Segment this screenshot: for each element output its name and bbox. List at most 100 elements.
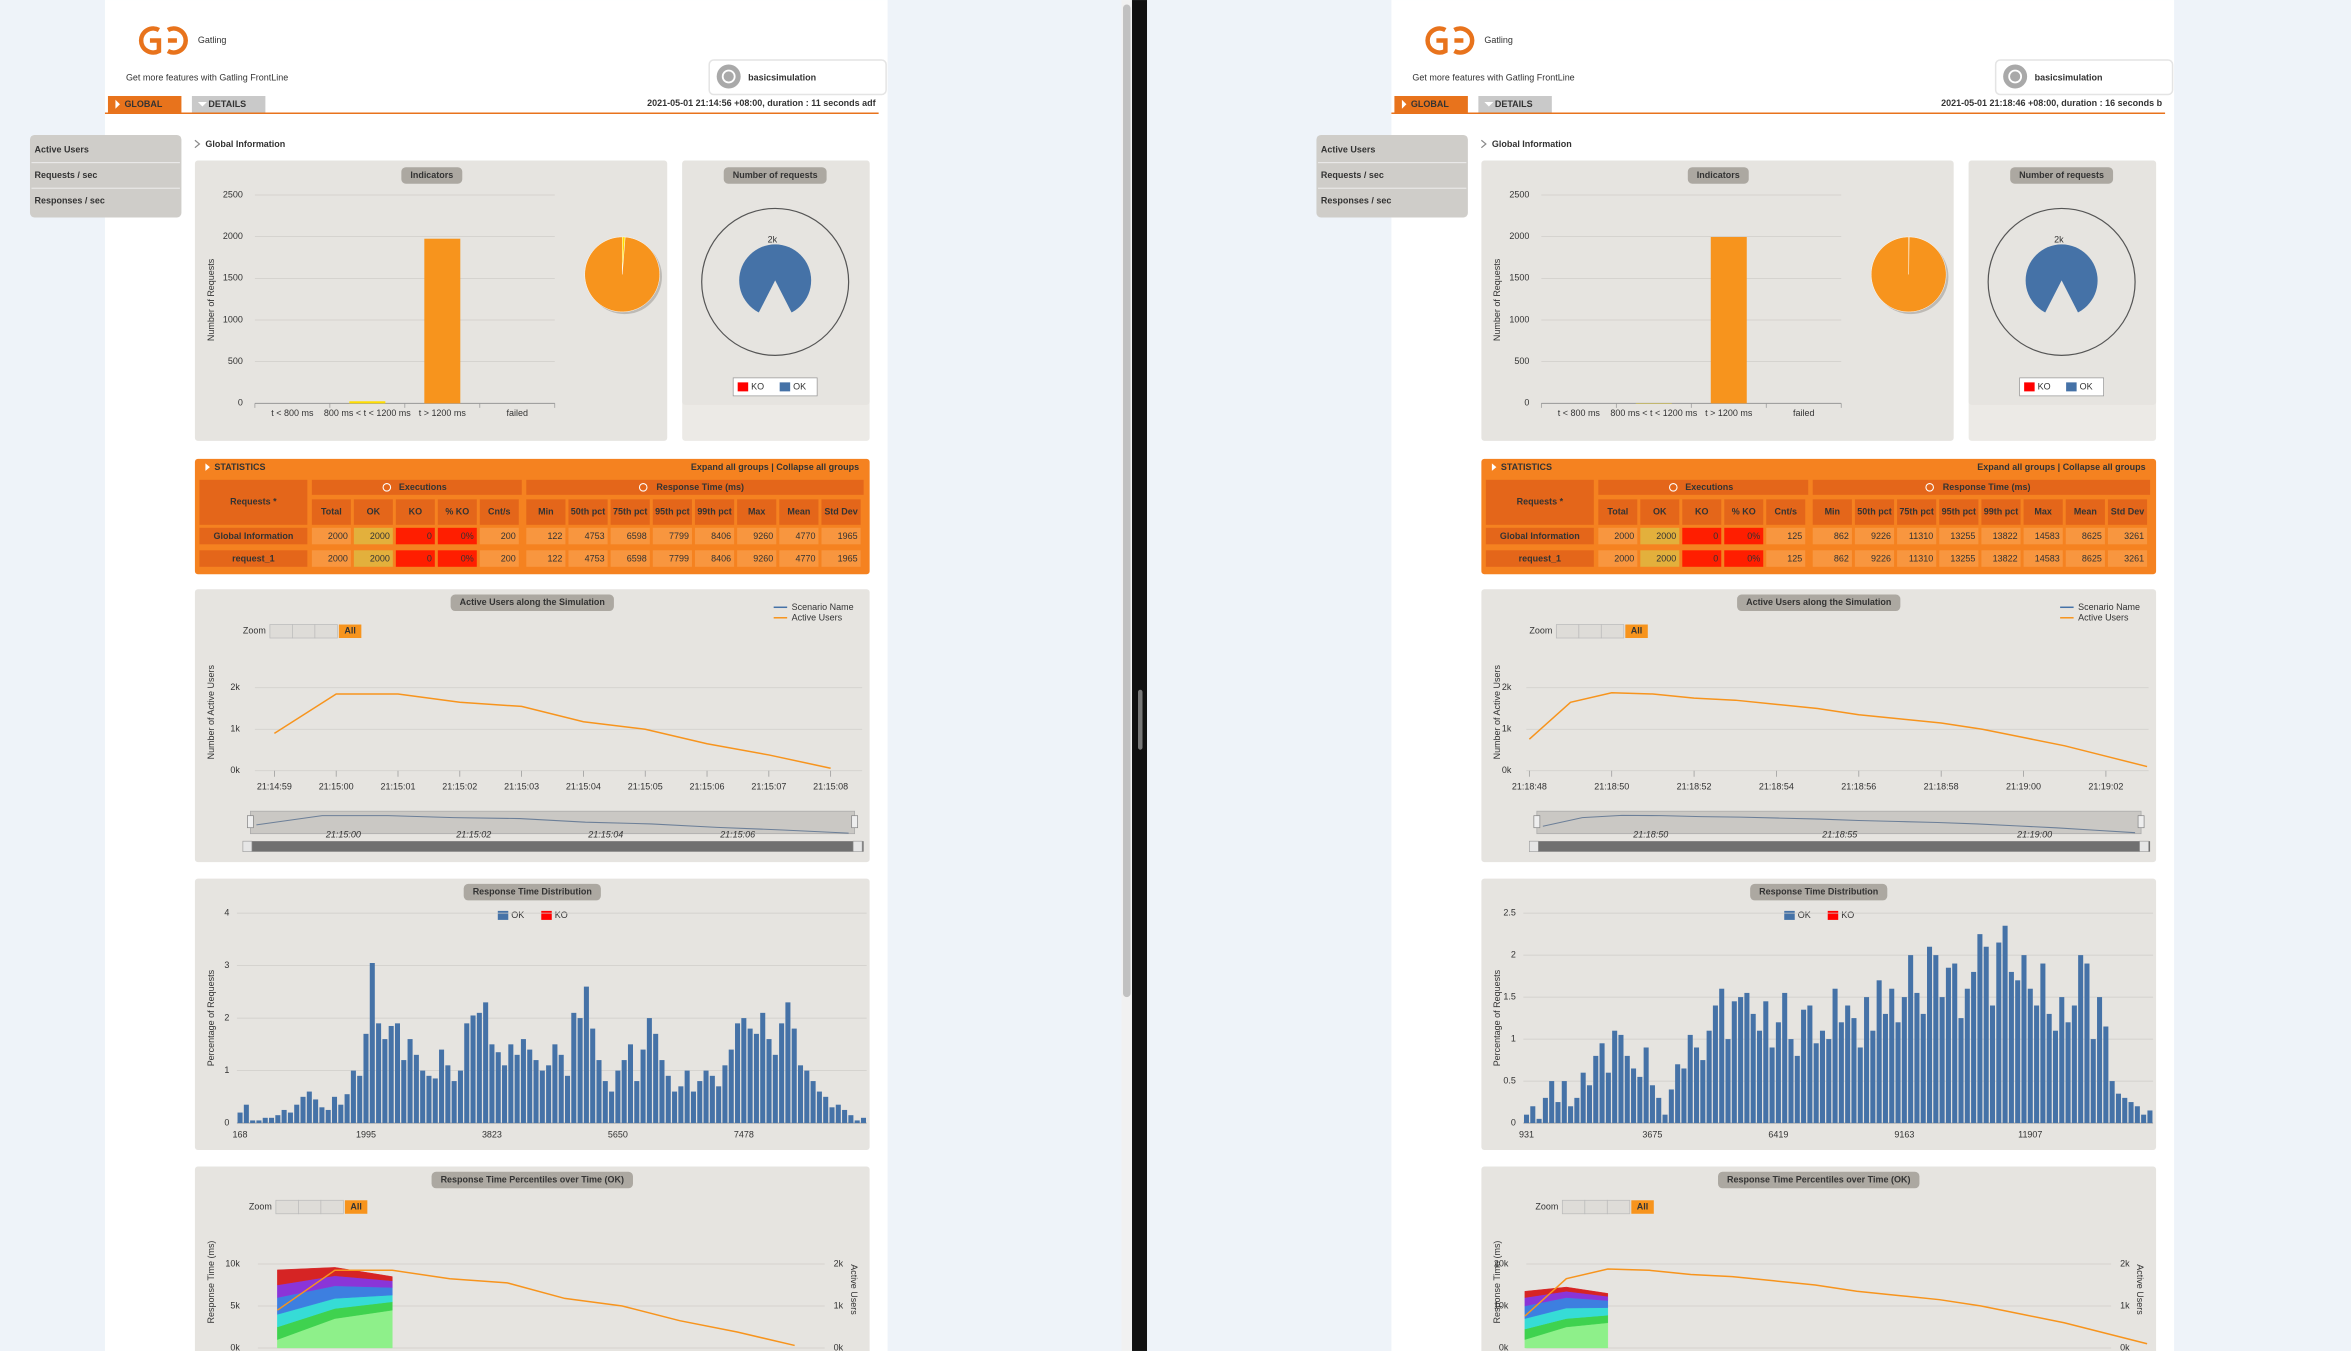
group-links[interactable]: Expand all groups | Collapse all groups	[691, 462, 859, 472]
column-header[interactable]: Max	[748, 506, 765, 516]
navigator-handle[interactable]	[1533, 815, 1541, 829]
zoom-button[interactable]	[1606, 1199, 1631, 1215]
tab-details[interactable]	[1478, 95, 1552, 113]
legend-label[interactable]: Scenario Name	[2078, 602, 2140, 612]
column-header-cell[interactable]	[694, 499, 735, 525]
column-header[interactable]: 75th pct	[1899, 506, 1933, 516]
tab-global[interactable]	[107, 95, 182, 113]
column-header-cell[interactable]	[610, 499, 650, 525]
zoom-button[interactable]	[1584, 1199, 1608, 1215]
tab-label[interactable]: DETAILS	[208, 99, 246, 109]
column-header-cell[interactable]	[395, 499, 435, 525]
column-header-cell[interactable]	[437, 499, 477, 525]
legend-label[interactable]: OK	[2080, 382, 2093, 392]
column-header-cell[interactable]	[353, 499, 393, 525]
scrollbar-arrow[interactable]	[1529, 840, 1539, 852]
zoom-button[interactable]	[269, 624, 293, 639]
divider-grip[interactable]	[1138, 689, 1143, 750]
legend-label[interactable]: KO	[751, 382, 764, 392]
column-header[interactable]: Max	[2034, 506, 2051, 516]
column-header[interactable]: OK	[367, 506, 381, 516]
zoom-all-label[interactable]: All	[350, 1201, 361, 1211]
column-header[interactable]: % KO	[445, 506, 469, 516]
zoom-all-label[interactable]: All	[1637, 1201, 1648, 1211]
column-header-cell[interactable]	[2023, 499, 2063, 525]
column-header-cell[interactable]	[1640, 499, 1680, 525]
column-header[interactable]: Mean	[787, 506, 810, 516]
zoom-button[interactable]	[1555, 624, 1580, 639]
zoom-all-label[interactable]: All	[1631, 626, 1642, 636]
navigator-handle[interactable]	[851, 815, 859, 829]
column-header[interactable]: % KO	[1732, 506, 1756, 516]
column-header[interactable]: 75th pct	[613, 506, 647, 516]
column-header-cell[interactable]	[1766, 499, 1806, 525]
column-header-cell[interactable]	[2107, 499, 2148, 525]
tab-label[interactable]: GLOBAL	[124, 99, 162, 109]
legend-label[interactable]: Active Users	[2078, 613, 2129, 623]
navigator-handle[interactable]	[247, 815, 254, 829]
legend-label[interactable]: Active Users	[792, 613, 843, 623]
column-header[interactable]: Cnt/s	[488, 506, 510, 516]
column-header[interactable]: OK	[1653, 506, 1667, 516]
legend-label[interactable]: OK	[511, 910, 524, 920]
scrollbar-arrow[interactable]	[852, 840, 863, 852]
menu-item[interactable]: Active Users	[34, 144, 88, 154]
column-header[interactable]: 99th pct	[1984, 506, 2018, 516]
zoom-all-button[interactable]	[1631, 1200, 1654, 1214]
legend-label[interactable]: OK	[1798, 910, 1811, 920]
scrollbar-thumb[interactable]	[1123, 4, 1131, 998]
legend-label[interactable]: KO	[1841, 910, 1854, 920]
menu-item[interactable]: Active Users	[1321, 144, 1375, 154]
zoom-button[interactable]	[1600, 624, 1625, 639]
column-header-cell[interactable]	[1854, 499, 1895, 525]
zoom-button[interactable]	[297, 1199, 322, 1215]
navigator-handle[interactable]	[2137, 815, 2145, 829]
menu-item[interactable]: Responses / sec	[34, 195, 104, 205]
column-header[interactable]: KO	[1695, 506, 1708, 516]
column-header[interactable]: 50th pct	[1857, 506, 1891, 516]
legend-label[interactable]: OK	[793, 382, 806, 392]
menu-item[interactable]: Requests / sec	[34, 170, 97, 180]
zoom-button[interactable]	[275, 1199, 299, 1215]
column-header-cell[interactable]	[1981, 499, 2021, 525]
column-header[interactable]: Min	[538, 506, 553, 516]
zoom-all-button[interactable]	[1625, 624, 1648, 639]
column-header[interactable]: Std Dev	[2111, 506, 2144, 516]
menu-item[interactable]: Requests / sec	[1321, 170, 1384, 180]
column-header-cell[interactable]	[1812, 499, 1852, 525]
promo-link[interactable]: Get more features with Gatling FrontLine	[1412, 72, 1574, 82]
column-header[interactable]: Std Dev	[824, 506, 857, 516]
promo-link[interactable]: Get more features with Gatling FrontLine	[126, 72, 288, 82]
column-header-cell[interactable]	[652, 499, 692, 525]
column-header-cell[interactable]	[1939, 499, 1979, 525]
scrollbar-arrow[interactable]	[242, 840, 253, 852]
header-text[interactable]: Requests *	[1517, 497, 1564, 507]
column-header[interactable]: Mean	[2074, 506, 2097, 516]
column-header-cell[interactable]	[1598, 499, 1638, 525]
zoom-all-button[interactable]	[338, 624, 362, 639]
legend-label[interactable]: KO	[2038, 382, 2051, 392]
tab-label[interactable]: DETAILS	[1495, 99, 1533, 109]
column-header-cell[interactable]	[821, 499, 861, 525]
zoom-button[interactable]	[1578, 624, 1602, 639]
tab-details[interactable]	[191, 95, 266, 113]
column-header-cell[interactable]	[779, 499, 819, 525]
column-header[interactable]: KO	[409, 506, 422, 516]
zoom-button[interactable]	[314, 624, 338, 639]
header-text[interactable]: Requests *	[230, 497, 277, 507]
column-header-cell[interactable]	[479, 499, 519, 525]
column-header-cell[interactable]	[568, 499, 608, 525]
legend-label[interactable]: KO	[555, 910, 568, 920]
column-header-cell[interactable]	[1682, 499, 1722, 525]
column-header-cell[interactable]	[311, 499, 351, 525]
column-header[interactable]: 95th pct	[655, 506, 689, 516]
split-divider[interactable]	[1132, 0, 1148, 1351]
column-header-cell[interactable]	[2065, 499, 2105, 525]
group-links[interactable]: Expand all groups | Collapse all groups	[1977, 462, 2145, 472]
navigator-scrollbar[interactable]	[1529, 841, 2151, 852]
navigator-scrollbar[interactable]	[242, 841, 864, 852]
column-header-cell[interactable]	[1897, 499, 1937, 525]
column-header-cell[interactable]	[526, 499, 566, 525]
column-header-cell[interactable]	[737, 499, 777, 525]
column-header[interactable]: Total	[321, 506, 342, 516]
